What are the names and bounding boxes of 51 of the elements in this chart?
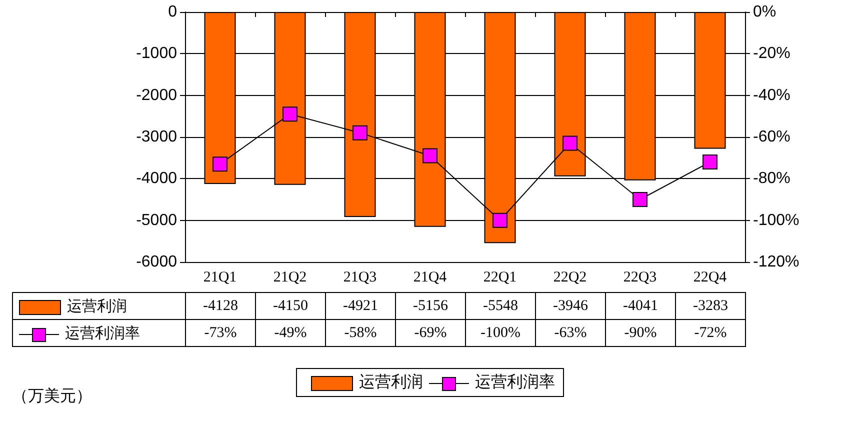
data-label: -5548 <box>466 292 536 320</box>
y-tick-label: -1000 <box>136 45 178 62</box>
data-label: -4150 <box>256 292 326 320</box>
data-label: -4041 <box>606 292 676 320</box>
point <box>702 154 718 170</box>
y-tick-label: -5000 <box>136 212 178 229</box>
data-label: -3283 <box>676 292 746 320</box>
text: 运营利润率 <box>475 374 555 391</box>
x-tick-label: 21Q3 <box>343 270 377 286</box>
y-tick-label: 0 <box>168 4 178 20</box>
data-label: -69% <box>396 320 466 346</box>
x-tick-label: 21Q1 <box>203 270 237 286</box>
data-label: -63% <box>536 320 606 346</box>
data-label: -72% <box>676 320 746 346</box>
y2-tick-label: -100% <box>753 212 800 229</box>
data-label: -100% <box>466 320 536 346</box>
y2-tick-label: -60% <box>753 128 790 146</box>
point <box>352 125 368 140</box>
point <box>212 156 228 172</box>
y2-tick-label: -120% <box>753 254 800 270</box>
legend-label: 运营利润 <box>12 292 186 320</box>
x-tick-label: 22Q2 <box>553 270 587 286</box>
text: 运营利润 <box>359 374 423 391</box>
data-label: -4921 <box>326 292 396 320</box>
legend-label: 运营利润率 <box>12 320 186 346</box>
point <box>422 148 438 164</box>
y-tick-label: -3000 <box>136 128 178 146</box>
y2-tick-label: -80% <box>753 170 790 188</box>
data-label: -5156 <box>396 292 466 320</box>
x-tick-label: 21Q2 <box>273 270 307 286</box>
data-label: -90% <box>606 320 676 346</box>
data-label: -3946 <box>536 292 606 320</box>
data-label: -73% <box>186 320 256 346</box>
data-label: -49% <box>256 320 326 346</box>
point <box>282 106 298 122</box>
x-tick-label: 21Q4 <box>413 270 448 286</box>
data-label: -58% <box>326 320 396 346</box>
y-tick-label: -4000 <box>136 170 178 188</box>
y-tick-label: -2000 <box>136 86 178 104</box>
y2-tick-label: 0% <box>753 4 776 20</box>
text: （万美元） <box>12 386 92 407</box>
x-tick-label: 22Q4 <box>693 270 728 286</box>
data-label: -4128 <box>186 292 256 320</box>
y2-tick-label: -20% <box>753 45 790 62</box>
point <box>562 136 578 151</box>
x-tick-label: 22Q1 <box>483 270 517 286</box>
point <box>492 212 508 228</box>
y-tick-label: -6000 <box>136 254 178 270</box>
y2-tick-label: -40% <box>753 86 790 104</box>
point <box>632 192 648 207</box>
x-tick-label: 22Q3 <box>623 270 657 286</box>
